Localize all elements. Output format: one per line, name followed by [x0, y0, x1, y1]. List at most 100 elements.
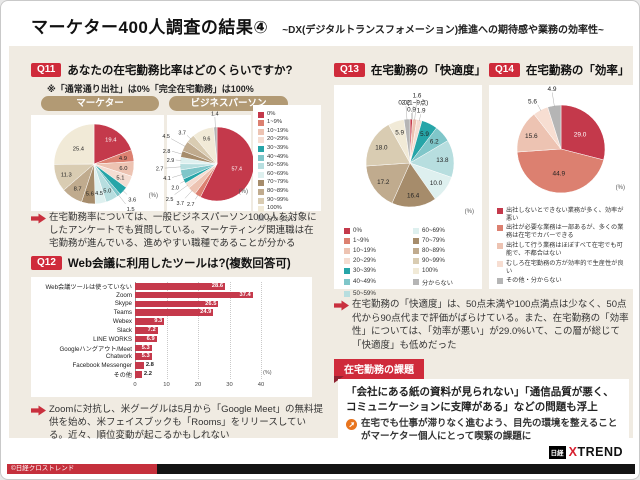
pie-label: 2.9: [167, 158, 175, 164]
legend-label: 出社して行う業務はほぼすべて在宅でも可能で、不都合はない: [506, 242, 623, 258]
legend-item: 30~39%: [344, 267, 409, 275]
axis-tick: 30: [226, 381, 233, 388]
pie-slice: [560, 104, 606, 161]
pie-leader-line: [118, 194, 126, 205]
pie-label: 2.2: [402, 99, 411, 106]
pie-label: 3.7: [178, 130, 186, 136]
pie-label: 1.5: [127, 207, 135, 213]
legend-swatch: [258, 137, 264, 144]
legend-label: 90~99%: [422, 257, 445, 265]
pie-leader-line: [214, 117, 216, 129]
q14-heading: Q14 在宅勤務の「効率」: [489, 62, 629, 78]
legend-label: 1~9%: [267, 119, 282, 126]
bar-category-label: LINE WORKS: [93, 335, 132, 343]
legend-item: 10~19%: [344, 247, 409, 254]
pie-label: 2.7: [187, 202, 195, 208]
pie-leader-line: [174, 184, 188, 195]
business-pie-unit: (%): [238, 189, 248, 195]
analysis-comment: 在宅勤務の「快適度」は、50点未満や100点満点は少なく、50点代から90点代ま…: [352, 299, 629, 351]
footer-black-bar: [157, 464, 635, 474]
pie-label: 4.9: [547, 86, 556, 93]
legend-swatch: [413, 227, 419, 234]
pie-business: 57.42.73.72.52.04.12.72.92.84.53.79.61.4: [156, 112, 255, 208]
pie-leader-line: [186, 135, 192, 140]
pie-label: 2.8: [163, 149, 171, 155]
pie-label: 5.6: [528, 98, 537, 105]
bar-value: 2.2: [143, 371, 152, 378]
legend-swatch: [258, 111, 264, 118]
q14-badge: Q14: [489, 63, 520, 77]
pie-label: 18.0: [375, 145, 388, 152]
pie-leader-line: [171, 151, 183, 155]
issues-panel: 「会社にある紙の資料が見られない」「通信品質が悪く、コミュニケーションに支障があ…: [338, 379, 629, 442]
bar-value: 37.4: [239, 291, 251, 298]
legend-item: 分からない: [413, 278, 478, 287]
bar: [135, 362, 144, 369]
pie-leader-line: [414, 98, 418, 121]
legend-label: 70~79%: [422, 236, 445, 244]
bar: 5.3: [135, 344, 152, 352]
legend-item: 50~59%: [258, 162, 319, 170]
pie-label: 4.1: [163, 176, 171, 182]
bar: [135, 371, 142, 378]
bar: 6.9: [135, 335, 157, 343]
axis-tick: 10: [163, 381, 170, 388]
legend-swatch: [344, 227, 350, 234]
q11-comment: 在宅勤務率については、一般ビジネスパーソン1000人を対象にしたアンケートでも質…: [49, 212, 317, 249]
issues-body: 「会社にある紙の資料が見られない」「通信品質が悪く、コミュニケーションに支障があ…: [346, 386, 614, 413]
pie-label: 0.0(1~9点): [398, 98, 428, 106]
pie-label: 6.2: [430, 139, 439, 146]
bar-row: LINE WORKS 6.9: [35, 335, 308, 344]
legend-label: 分からない: [422, 279, 453, 287]
bar-category-label: Zoom: [116, 291, 132, 299]
legend-label: 出社しないとできない業務が多く、効率が悪い: [506, 206, 624, 222]
legend-swatch: [497, 207, 503, 214]
q11-legend-panel: 0% 1~9% 10~19% 20~29% 30~39% 40~49% 50~59% 60~6…: [253, 105, 321, 223]
legend-item: 100%: [258, 205, 319, 213]
pie-leader-line: [171, 138, 186, 147]
legend-label: 50~59%: [267, 162, 289, 169]
bar-row: Googleハングアウト/Meet 5.3: [35, 344, 308, 353]
q12-question: Web会議に利用したツールは?(複数回答可): [67, 258, 291, 270]
q11-marketer-chart-panel: 19.4 4.9 6.0 5.1 3.6 1.5 5.0 4.5 5.6 8.7 11.3 25.4 …: [31, 115, 164, 213]
pie-label: 15.6: [525, 133, 538, 140]
arrow-icon: [31, 405, 46, 416]
legend-label: その他・分からない: [506, 277, 562, 285]
bar-category-label: Slack: [116, 326, 132, 334]
nikkei-logo-mark: 日経: [548, 445, 566, 459]
pie-label: 5.1: [116, 176, 124, 182]
legend-item: 10~19%: [258, 128, 319, 135]
legend-item: 1~9%: [344, 237, 409, 244]
legend-label: 100%: [267, 205, 282, 212]
bar: 7.2: [135, 327, 158, 334]
orange-arrow-icon: [346, 419, 357, 430]
axis-tick: 0: [133, 381, 137, 388]
pie-label: 25.4: [73, 147, 85, 153]
legend-swatch: [413, 278, 419, 285]
pie-slice: [53, 123, 95, 165]
legend-swatch: [258, 128, 264, 135]
legend-item: 出社して行う業務はほぼすべて在宅でも可能で、不都合はない: [497, 242, 627, 258]
pie-slice: [391, 162, 436, 208]
marketer-pie-chart: 19.4 4.9 6.0 5.1 3.6 1.5 5.0 4.5 5.6 8.7 11.3 25.4: [31, 115, 164, 213]
legend-swatch: [497, 260, 503, 267]
legend-label: 50~59%: [353, 289, 376, 297]
bar: 5.3: [135, 353, 152, 361]
pie-leader-line: [184, 190, 193, 199]
nikkei-xtrend-logo: 日経 XTREND: [548, 445, 623, 459]
legend-swatch: [497, 278, 503, 285]
legend-item: 60~69%: [258, 171, 319, 178]
legend-label: 80~89%: [267, 187, 289, 194]
legend-label: 10~19%: [353, 246, 376, 254]
legend-item: 70~79%: [413, 237, 478, 244]
legend-swatch: [413, 258, 419, 265]
q11-legend: 0% 1~9% 10~19% 20~29% 30~39% 40~49% 50~59% 60~6…: [258, 109, 319, 224]
legend-label: 分からない: [267, 216, 296, 223]
q12-heading: Q12 Web会議に利用したツールは?(複数回答可): [31, 255, 291, 271]
legend-swatch: [258, 163, 264, 170]
legend-item: 出社が必要な業務は一部あるが、多くの業務は在宅でカバーできる: [497, 224, 627, 240]
legend-item: 20~29%: [258, 136, 319, 144]
legend-swatch: [344, 268, 350, 275]
pie-label: 3.6: [128, 197, 136, 203]
legend-label: 100%: [422, 267, 438, 275]
